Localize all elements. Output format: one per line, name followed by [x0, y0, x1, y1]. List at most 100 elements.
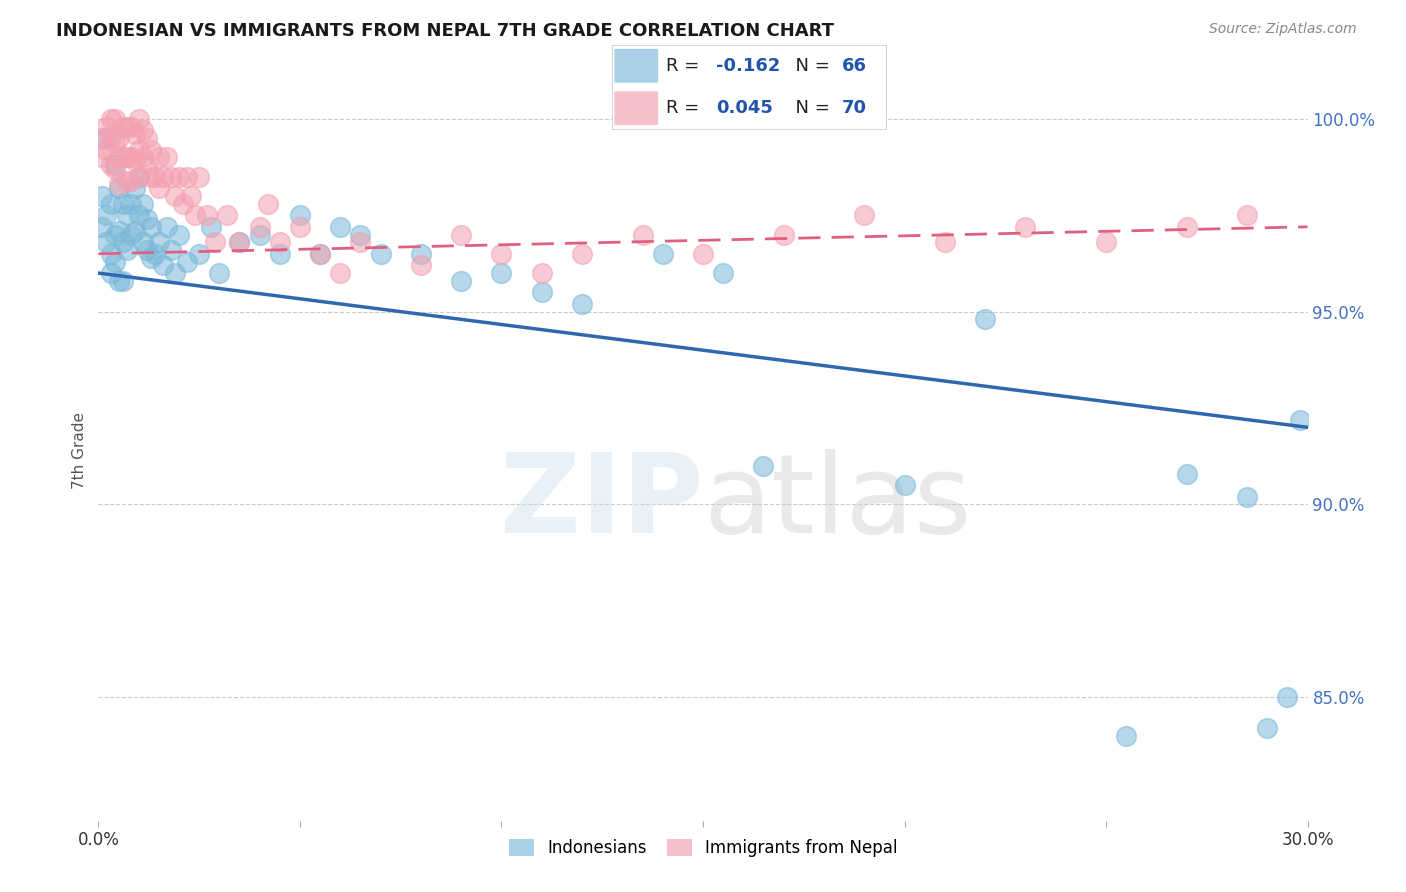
Point	[135, 212, 157, 227]
Point	[103, 227, 125, 242]
Point	[103, 161, 125, 176]
Point	[692, 247, 714, 261]
Point	[128, 112, 150, 126]
FancyBboxPatch shape	[614, 49, 658, 83]
Point	[100, 196, 122, 211]
Y-axis label: 7th Grade: 7th Grade	[72, 412, 87, 489]
Point	[100, 247, 122, 261]
Point	[167, 169, 190, 184]
Point	[120, 120, 142, 134]
Point	[571, 297, 593, 311]
Point	[139, 143, 162, 157]
Point	[148, 150, 170, 164]
Point	[853, 208, 876, 222]
Point	[139, 169, 162, 184]
Point	[160, 169, 183, 184]
Point	[96, 120, 118, 134]
Point	[1236, 490, 1258, 504]
Point	[111, 274, 134, 288]
Point	[103, 158, 125, 172]
Point	[752, 458, 775, 473]
Text: INDONESIAN VS IMMIGRANTS FROM NEPAL 7TH GRADE CORRELATION CHART: INDONESIAN VS IMMIGRANTS FROM NEPAL 7TH …	[56, 22, 834, 40]
Point	[91, 150, 114, 164]
Point	[91, 131, 114, 145]
Point	[288, 219, 311, 234]
Point	[156, 150, 179, 164]
Point	[107, 181, 129, 195]
Point	[91, 219, 114, 234]
Point	[772, 227, 794, 242]
Point	[450, 274, 472, 288]
Point	[124, 128, 146, 142]
Point	[120, 173, 142, 187]
Point	[195, 208, 218, 222]
Point	[111, 235, 134, 250]
Point	[107, 131, 129, 145]
Point	[1175, 219, 1198, 234]
Point	[96, 235, 118, 250]
Point	[163, 189, 186, 203]
Point	[269, 247, 291, 261]
Point	[530, 285, 553, 300]
Point	[100, 158, 122, 172]
Text: ZIP: ZIP	[499, 449, 703, 556]
Point	[135, 131, 157, 145]
Point	[409, 247, 432, 261]
Point	[100, 266, 122, 280]
Point	[370, 247, 392, 261]
Point	[329, 219, 352, 234]
Point	[217, 208, 239, 222]
Point	[103, 135, 125, 149]
Point	[135, 158, 157, 172]
Text: Source: ZipAtlas.com: Source: ZipAtlas.com	[1209, 22, 1357, 37]
Point	[711, 266, 734, 280]
Point	[103, 112, 125, 126]
Point	[409, 258, 432, 272]
Point	[1115, 729, 1137, 743]
Point	[1014, 219, 1036, 234]
Point	[152, 258, 174, 272]
Point	[96, 143, 118, 157]
Text: -0.162: -0.162	[716, 57, 780, 75]
Point	[249, 227, 271, 242]
Point	[176, 169, 198, 184]
Point	[115, 120, 138, 134]
Point	[156, 219, 179, 234]
Point	[1175, 467, 1198, 481]
Legend: Indonesians, Immigrants from Nepal: Indonesians, Immigrants from Nepal	[502, 832, 904, 864]
Point	[107, 150, 129, 164]
Point	[450, 227, 472, 242]
Point	[103, 254, 125, 268]
Point	[107, 274, 129, 288]
Point	[128, 169, 150, 184]
Point	[96, 208, 118, 222]
Point	[120, 196, 142, 211]
Point	[176, 254, 198, 268]
Point	[128, 208, 150, 222]
Point	[651, 247, 673, 261]
Point	[349, 227, 371, 242]
Point	[91, 189, 114, 203]
Text: R =: R =	[666, 57, 706, 75]
Point	[100, 112, 122, 126]
Point	[631, 227, 654, 242]
Text: 0.045: 0.045	[716, 99, 773, 117]
Point	[100, 131, 122, 145]
Point	[152, 169, 174, 184]
Point	[111, 150, 134, 164]
Point	[115, 150, 138, 164]
Point	[204, 235, 226, 250]
Point	[120, 227, 142, 242]
Point	[163, 266, 186, 280]
Point	[132, 235, 155, 250]
Point	[120, 150, 142, 164]
Point	[1277, 690, 1299, 705]
Point	[128, 143, 150, 157]
Point	[491, 266, 513, 280]
Point	[135, 243, 157, 257]
Point	[180, 189, 202, 203]
Point	[132, 150, 155, 164]
Point	[1256, 721, 1278, 735]
Point	[228, 235, 250, 250]
Point	[124, 224, 146, 238]
